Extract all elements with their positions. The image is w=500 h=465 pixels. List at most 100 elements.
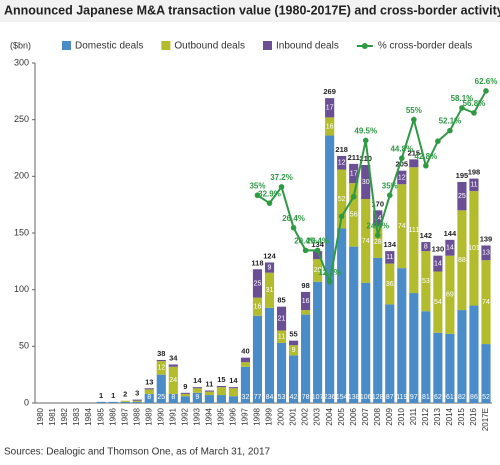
bar-segment: [132, 399, 142, 401]
x-tick-label: 2008: [373, 407, 382, 425]
line-point: [254, 192, 261, 199]
source: Sources: Dealogic and Thomson One, as of…: [4, 447, 271, 458]
segment-label: 52: [338, 196, 346, 203]
segment-label: 25: [157, 394, 165, 401]
x-tick-label: 2013: [433, 407, 442, 425]
bar-segment: [264, 272, 275, 308]
segment-label: 97: [410, 394, 418, 401]
bar-segment: [204, 391, 214, 396]
bar-segment: [288, 355, 299, 403]
segment-label: 78: [302, 394, 310, 401]
legend-label: Outbound deals: [174, 41, 245, 52]
x-tick-label: 1994: [204, 407, 213, 425]
point-label: 58.1%: [451, 94, 474, 103]
x-tick-label: 2012: [421, 407, 430, 425]
segment-label: 8: [424, 243, 428, 250]
bar-segment: [445, 333, 455, 403]
bar-segment: [216, 386, 226, 388]
bar-segment: [469, 178, 479, 192]
bar-segment: [156, 359, 166, 362]
total-label: 134: [311, 240, 324, 249]
total-label: 134: [384, 240, 397, 249]
bar-segment: [108, 401, 118, 403]
bar-segment: [421, 311, 431, 403]
segment-label: 81: [422, 394, 430, 401]
legend-label: Inbound deals: [276, 41, 339, 52]
segment-label: 13: [482, 250, 490, 257]
segment-label: 52: [482, 394, 490, 401]
y-tick-label: 200: [14, 171, 29, 181]
line-point: [483, 88, 489, 94]
bar-segment: [409, 293, 419, 403]
total-label: 15: [217, 375, 225, 384]
segment-label: 53: [422, 278, 430, 285]
total-label: 205: [396, 160, 409, 169]
x-tick-label: 1993: [192, 407, 201, 425]
bar-segment: [481, 344, 491, 403]
legend-swatch: [161, 41, 171, 50]
bar-segment: [204, 390, 214, 392]
bar-segment: [313, 259, 323, 282]
bar-segment: [144, 388, 154, 390]
x-tick-label: 1983: [72, 407, 81, 425]
segment-label: 82: [458, 394, 466, 401]
total-label: 215: [408, 148, 421, 157]
bar-segment: [168, 393, 178, 403]
point-label: 37.2%: [270, 173, 293, 182]
total-label: 142: [420, 231, 433, 240]
point-label: 52.1%: [439, 117, 462, 126]
bar-segment: [144, 389, 154, 394]
x-tick-label: 2003: [313, 407, 322, 425]
bar-segment: [325, 117, 335, 136]
point-label: 26.4%: [282, 214, 305, 223]
point-label: 35%: [382, 181, 398, 190]
bar-segment: [361, 165, 371, 199]
segment-label: 25: [458, 193, 466, 200]
bar-segment: [192, 387, 202, 389]
segment-label: 119: [396, 394, 407, 401]
line-point: [290, 224, 297, 231]
total-label: 211: [348, 153, 360, 162]
legend-swatch: [62, 41, 71, 50]
bar-segment: [337, 228, 347, 403]
segment-label: 14: [434, 260, 442, 267]
segment-label: 30: [362, 179, 370, 186]
total-label: 210: [359, 154, 372, 163]
total-label: 269: [323, 87, 336, 96]
bar-segment: [301, 314, 311, 403]
total-label: 9: [183, 382, 187, 391]
bar-segment: [240, 357, 251, 363]
segment-label: 86: [470, 394, 478, 401]
bar-segment: [276, 306, 287, 331]
x-tick-label: 1985: [96, 407, 105, 425]
bar-segment: [252, 315, 263, 403]
bar-segment: [373, 257, 383, 403]
line-point: [386, 192, 393, 199]
total-label: 13: [145, 377, 153, 386]
x-tick-label: 1989: [144, 407, 153, 425]
bar-segment: [445, 255, 455, 334]
bar-segment: [385, 263, 395, 305]
bar-segment: [276, 342, 287, 403]
point-label: 44.8%: [390, 144, 413, 153]
line-point: [266, 200, 273, 206]
bar-segment: [385, 304, 395, 403]
line-point: [447, 127, 453, 134]
total-label: 85: [277, 296, 285, 305]
x-tick-label: 2005: [337, 407, 346, 425]
bar-segment: [156, 361, 166, 375]
chart-title: Announced Japanese M&A transaction value…: [4, 3, 500, 17]
total-label: 34: [169, 353, 178, 362]
segment-label: 20: [314, 267, 322, 274]
bar-segment: [325, 98, 335, 118]
segment-label: 87: [386, 394, 394, 401]
total-label: 14: [229, 376, 238, 385]
x-tick-label: 2000: [277, 407, 286, 425]
total-label: 98: [301, 281, 309, 290]
bar-segment: [421, 251, 431, 312]
bar-segment: [397, 170, 407, 185]
point-label: 62.6%: [475, 77, 498, 86]
segment-label: 107: [312, 394, 324, 401]
point-label: 20.4%: [306, 236, 329, 245]
x-tick-label: 1996: [229, 407, 238, 425]
